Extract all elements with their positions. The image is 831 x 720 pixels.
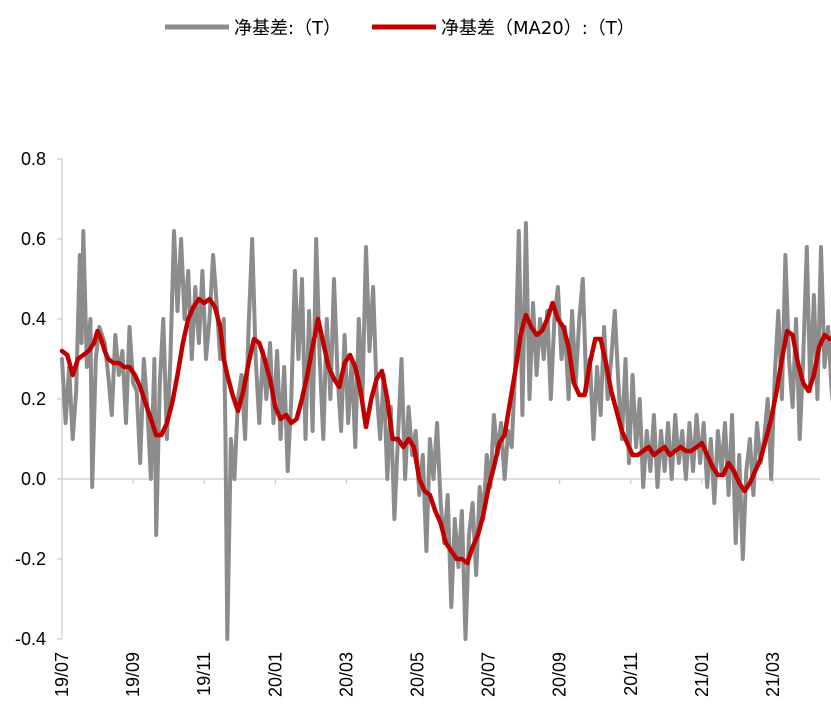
x-tick-label: 20/03 (336, 652, 356, 697)
x-tick-label: 20/11 (621, 652, 641, 696)
x-tick-label: 19/11 (194, 652, 214, 696)
y-tick-label: 0.4 (21, 309, 46, 329)
y-tick-label: 0.0 (21, 469, 46, 489)
chart-axes: 0.8 0.6 0.4 0.2 0.0 -0.2 -0.4 19/07 19/09 19/11 20… (15, 149, 820, 697)
x-tick-label: 19/09 (123, 652, 143, 697)
series-line-net-basis (60, 221, 831, 641)
chart-series (59, 221, 831, 641)
y-tick-label: -0.4 (15, 629, 46, 649)
x-tick-label: 20/01 (265, 652, 285, 697)
y-tick-label: 0.8 (21, 149, 46, 169)
series-line-net-basis-ma20 (59, 296, 831, 566)
legend-label-net-basis-ma20: 净基差（MA20）:（T） (441, 18, 635, 39)
y-tick-label: -0.2 (15, 549, 46, 569)
legend-label-net-basis: 净基差:（T） (234, 18, 341, 39)
x-tick-label: 20/09 (550, 652, 570, 697)
x-tick-label: 21/03 (763, 652, 783, 697)
y-tick-label: 0.2 (21, 389, 46, 409)
y-tick-label: 0.6 (21, 229, 46, 249)
x-tick-label: 19/07 (52, 652, 72, 697)
x-tick-label: 20/05 (408, 652, 428, 697)
x-tick-label: 21/01 (692, 652, 712, 697)
chart-legend: 净基差:（T） 净基差（MA20）:（T） (165, 18, 635, 39)
x-tick-label: 20/07 (479, 652, 499, 697)
